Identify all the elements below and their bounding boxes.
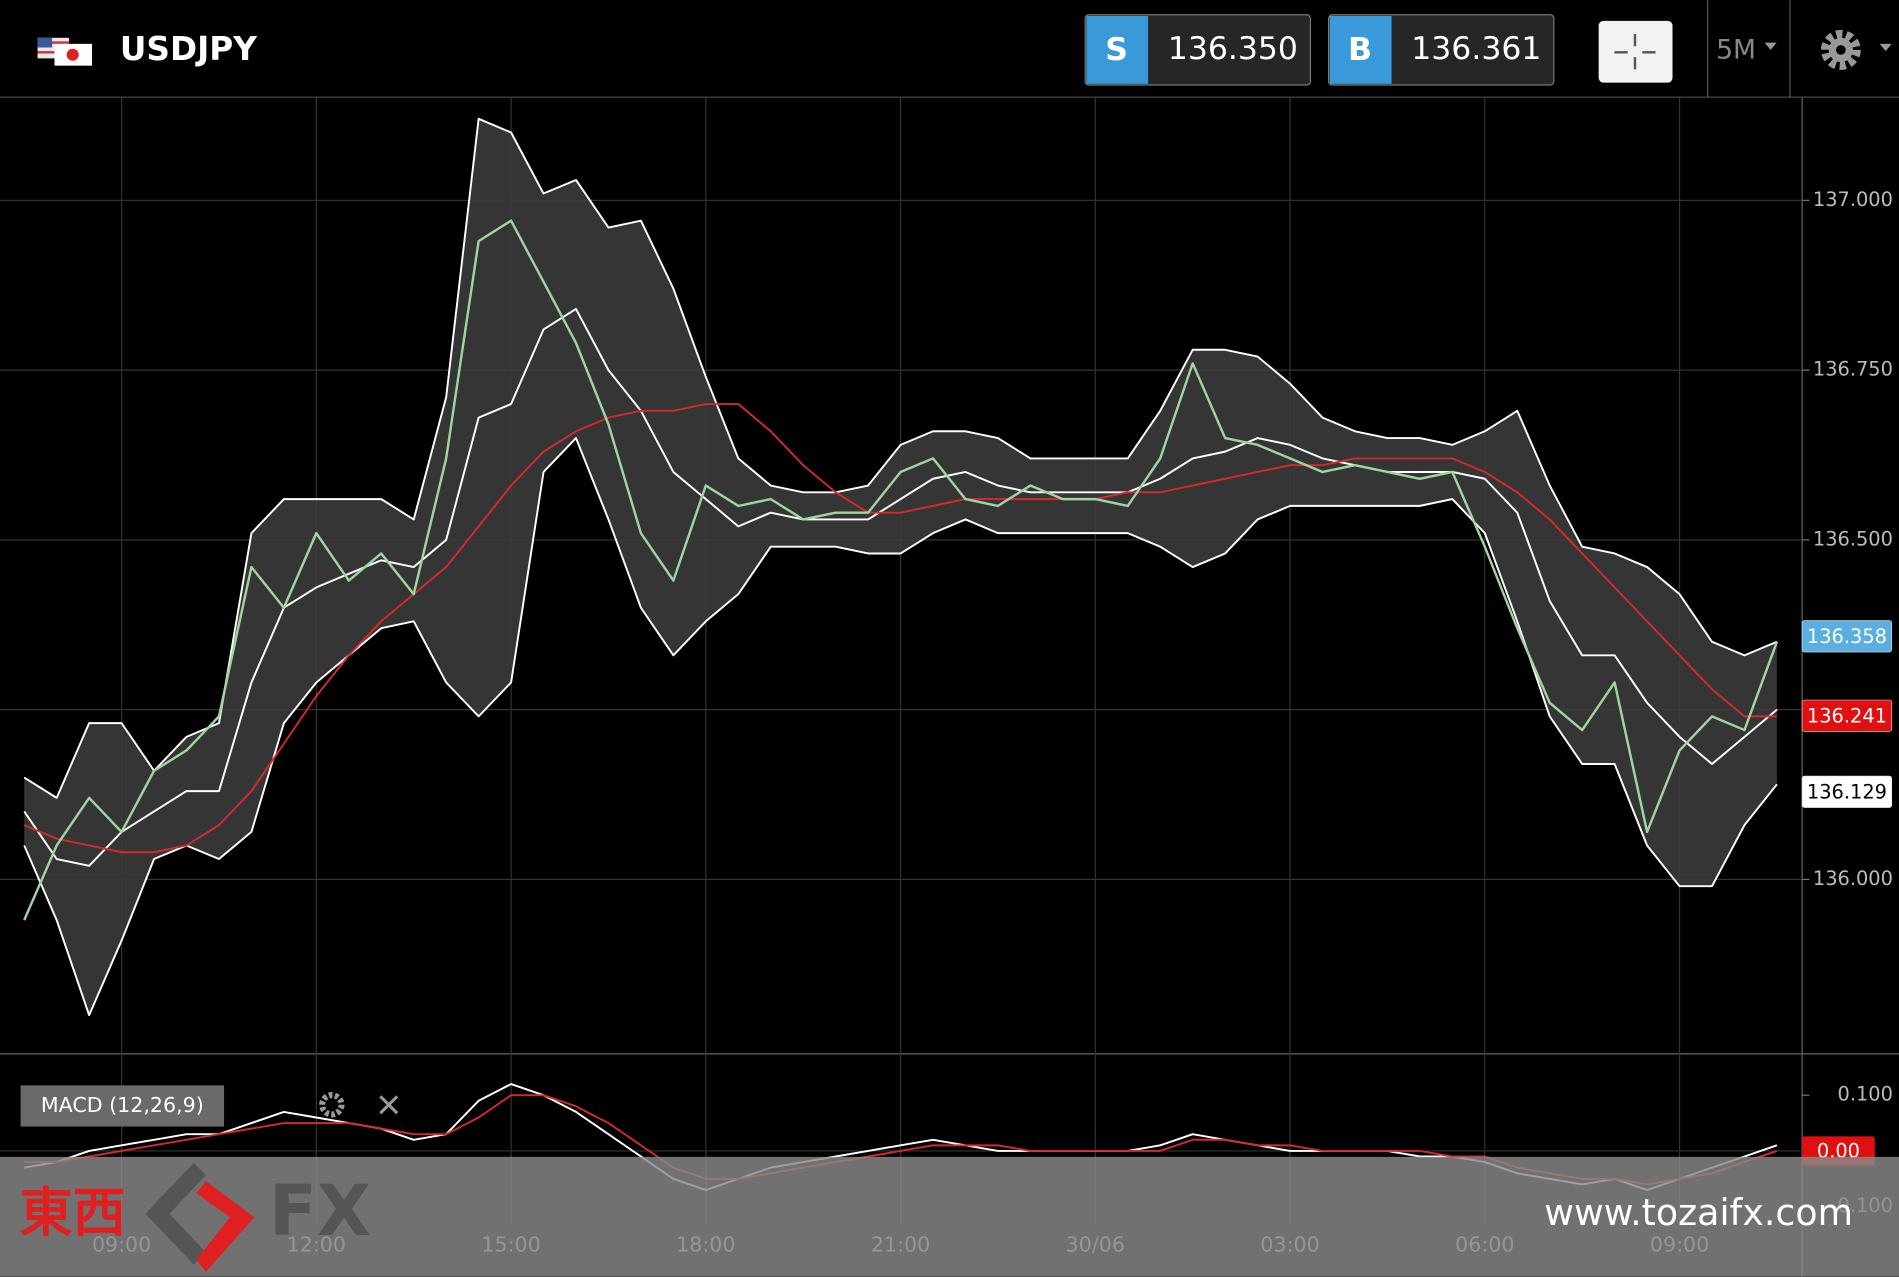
indicator-label: MACD (12,26,9): [41, 1093, 204, 1117]
crosshair-box[interactable]: [1598, 20, 1673, 83]
indicator-settings[interactable]: [319, 1092, 345, 1118]
sell-tag[interactable]: [1086, 15, 1149, 84]
price-tag: [1801, 699, 1893, 732]
series-line: [23, 117, 1778, 799]
symbol: USDJPY: [120, 30, 257, 68]
plot-layer: 136.000 136.500 136.750 137.000 136.358 136.2…: [0, 97, 1899, 1277]
timeframe-caret[interactable]: [1764, 42, 1777, 50]
price-tag-label: 136.241: [1807, 704, 1887, 727]
header: USDJPY S 136.350 B 136.361 5M: [0, 0, 1899, 98]
watermark-brand-right: FX: [269, 1170, 371, 1252]
header-bg: [0, 0, 1899, 98]
gear-hole[interactable]: [1836, 45, 1846, 55]
gear-teeth[interactable]: [1820, 29, 1861, 70]
y-tick-label: 136.750: [1813, 358, 1893, 381]
series-line: [24, 1094, 1778, 1186]
y-tick-label: 136.500: [1813, 527, 1893, 550]
series-line: [23, 437, 1778, 1017]
indicator-close[interactable]: [379, 1095, 399, 1115]
indicator-label-box: [20, 1085, 225, 1127]
settings-caret[interactable]: [1879, 43, 1892, 52]
watermark-band: [0, 1156, 1899, 1277]
sell-price[interactable]: 136.350: [1168, 31, 1298, 67]
buy-button[interactable]: B 136.361: [1327, 14, 1555, 86]
flag-icon: [37, 37, 93, 66]
settings-button[interactable]: [1820, 29, 1861, 70]
watermark-brand-left: 東西: [19, 1182, 126, 1244]
watermark-logo-gray: [145, 1162, 206, 1265]
y-tick-label: 137.000: [1813, 188, 1893, 211]
series-line: [23, 307, 1778, 867]
price-tag: [1801, 620, 1893, 653]
timeframe[interactable]: 5M: [1716, 35, 1756, 66]
price-tag-label: 136.358: [1807, 625, 1887, 648]
price-tag: [1801, 775, 1893, 808]
series-line: [23, 403, 1777, 854]
watermark-url: www.tozaifx.com: [1544, 1191, 1853, 1234]
price-tag-label: 136.129: [1807, 781, 1887, 804]
watermark-logo-red: [196, 1181, 255, 1272]
crosshair-button[interactable]: [1598, 20, 1673, 83]
sell-label[interactable]: S: [1105, 32, 1128, 68]
y-tick-label: 136.000: [1813, 867, 1893, 890]
buy-label[interactable]: B: [1348, 32, 1372, 68]
crosshair-icon[interactable]: [1614, 34, 1656, 70]
series-line: [23, 219, 1779, 921]
y-tick-label: 0.100: [1838, 1083, 1893, 1106]
sell-button[interactable]: S 136.350: [1084, 14, 1312, 86]
buy-price[interactable]: 136.361: [1411, 31, 1541, 67]
buy-tag[interactable]: [1329, 15, 1392, 84]
